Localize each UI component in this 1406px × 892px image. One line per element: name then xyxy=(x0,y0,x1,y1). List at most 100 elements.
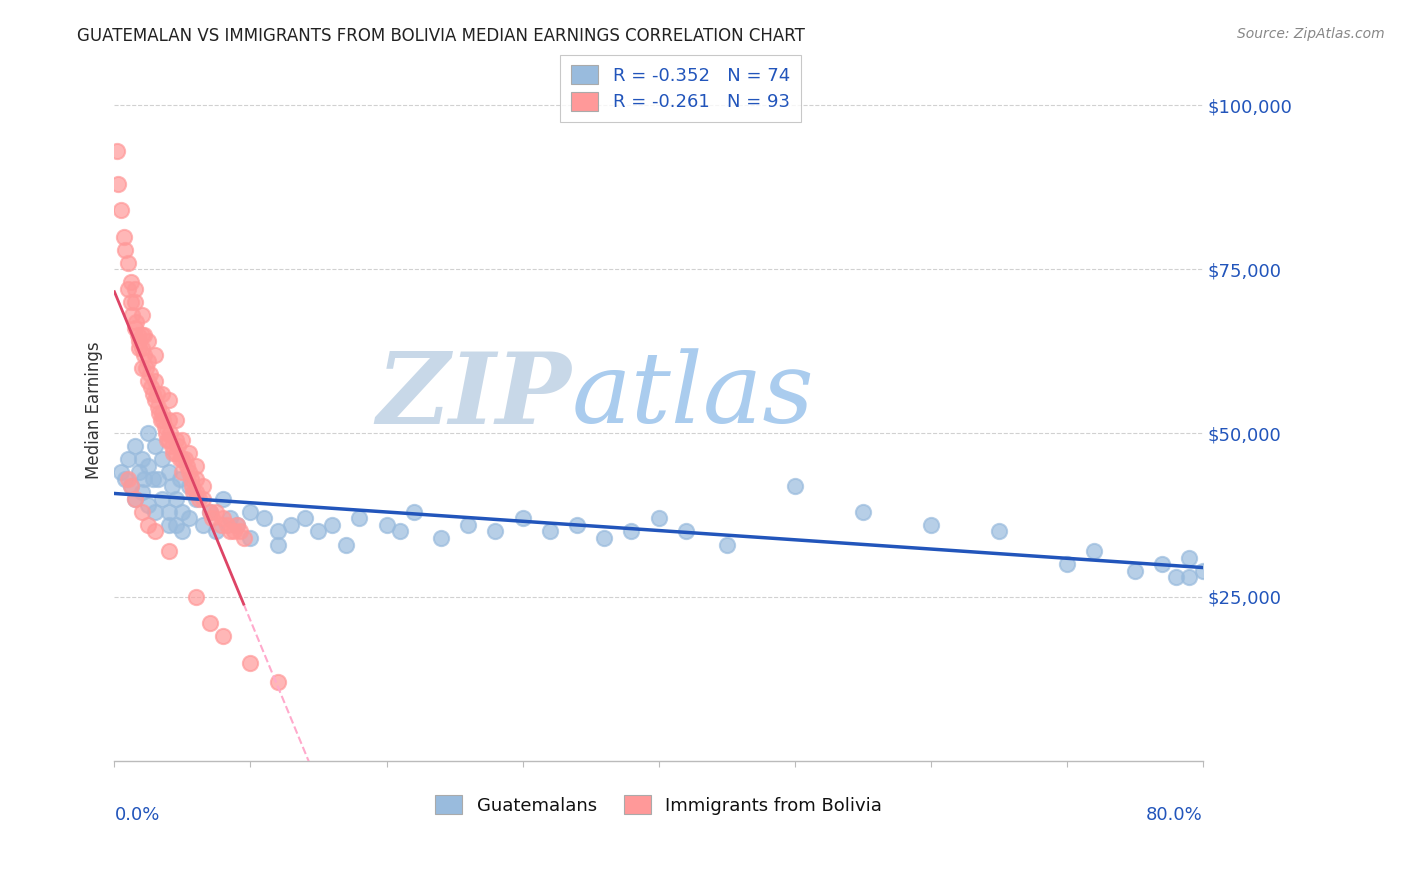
Point xyxy=(138,374,160,388)
Point xyxy=(105,145,128,159)
Point xyxy=(131,308,153,322)
Point xyxy=(321,517,343,532)
Point xyxy=(349,511,371,525)
Point xyxy=(157,466,180,480)
Point xyxy=(135,360,157,375)
Point xyxy=(117,256,139,270)
Point xyxy=(112,229,135,244)
Point xyxy=(131,452,153,467)
Point xyxy=(146,472,169,486)
Point xyxy=(165,433,187,447)
Point xyxy=(155,426,177,441)
Point xyxy=(1178,570,1201,584)
Point xyxy=(675,524,697,539)
Point xyxy=(172,466,194,480)
Point xyxy=(565,517,588,532)
Point xyxy=(987,524,1010,539)
Point xyxy=(143,439,166,453)
Point xyxy=(124,282,146,296)
Point xyxy=(335,538,357,552)
Point xyxy=(150,407,173,421)
Point xyxy=(232,531,254,545)
Point xyxy=(125,315,148,329)
Point xyxy=(225,517,247,532)
Point xyxy=(253,511,276,525)
Point xyxy=(165,491,187,506)
Text: GUATEMALAN VS IMMIGRANTS FROM BOLIVIA MEDIAN EARNINGS CORRELATION CHART: GUATEMALAN VS IMMIGRANTS FROM BOLIVIA ME… xyxy=(77,27,806,45)
Point xyxy=(219,524,242,539)
Point xyxy=(179,511,201,525)
Point xyxy=(179,446,201,460)
Point xyxy=(184,458,207,473)
Point xyxy=(212,629,235,643)
Y-axis label: Median Earnings: Median Earnings xyxy=(86,342,103,479)
Point xyxy=(124,295,146,310)
Point xyxy=(457,517,479,532)
Point xyxy=(127,327,149,342)
Point xyxy=(224,524,246,539)
Point xyxy=(266,675,288,690)
Point xyxy=(149,413,172,427)
Point xyxy=(198,616,221,631)
Point xyxy=(169,472,191,486)
Point xyxy=(512,511,534,525)
Point xyxy=(120,276,142,290)
Point xyxy=(134,472,156,486)
Point xyxy=(110,466,132,480)
Point xyxy=(266,524,288,539)
Point xyxy=(117,472,139,486)
Point xyxy=(538,524,561,539)
Point xyxy=(172,452,194,467)
Point xyxy=(169,452,191,467)
Point xyxy=(239,656,262,670)
Point xyxy=(647,511,669,525)
Point xyxy=(131,360,153,375)
Point xyxy=(184,485,207,500)
Point xyxy=(139,367,162,381)
Point xyxy=(131,327,153,342)
Point xyxy=(120,478,142,492)
Point xyxy=(165,517,187,532)
Point xyxy=(148,407,170,421)
Point xyxy=(181,485,204,500)
Point xyxy=(280,517,302,532)
Point xyxy=(143,524,166,539)
Point xyxy=(131,505,153,519)
Point xyxy=(134,347,156,361)
Point xyxy=(160,478,183,492)
Point xyxy=(219,511,242,525)
Point xyxy=(239,531,262,545)
Point xyxy=(153,419,176,434)
Point xyxy=(160,439,183,453)
Text: ZIP: ZIP xyxy=(377,348,572,444)
Text: 0.0%: 0.0% xyxy=(114,806,160,824)
Point xyxy=(389,524,412,539)
Point xyxy=(198,505,221,519)
Point xyxy=(138,426,160,441)
Point xyxy=(620,524,643,539)
Point xyxy=(308,524,330,539)
Point xyxy=(430,531,453,545)
Point xyxy=(152,413,174,427)
Point xyxy=(131,485,153,500)
Point xyxy=(157,544,180,558)
Text: 80.0%: 80.0% xyxy=(1146,806,1204,824)
Point xyxy=(184,491,207,506)
Point xyxy=(157,517,180,532)
Point xyxy=(120,295,142,310)
Point xyxy=(141,387,163,401)
Point xyxy=(1164,570,1187,584)
Point xyxy=(121,308,143,322)
Point xyxy=(143,374,166,388)
Point xyxy=(212,511,235,525)
Point xyxy=(172,433,194,447)
Point xyxy=(156,433,179,447)
Point xyxy=(138,458,160,473)
Point xyxy=(205,505,228,519)
Point xyxy=(162,446,184,460)
Point xyxy=(117,452,139,467)
Point xyxy=(179,478,201,492)
Point xyxy=(138,354,160,368)
Point xyxy=(157,433,180,447)
Point xyxy=(138,334,160,349)
